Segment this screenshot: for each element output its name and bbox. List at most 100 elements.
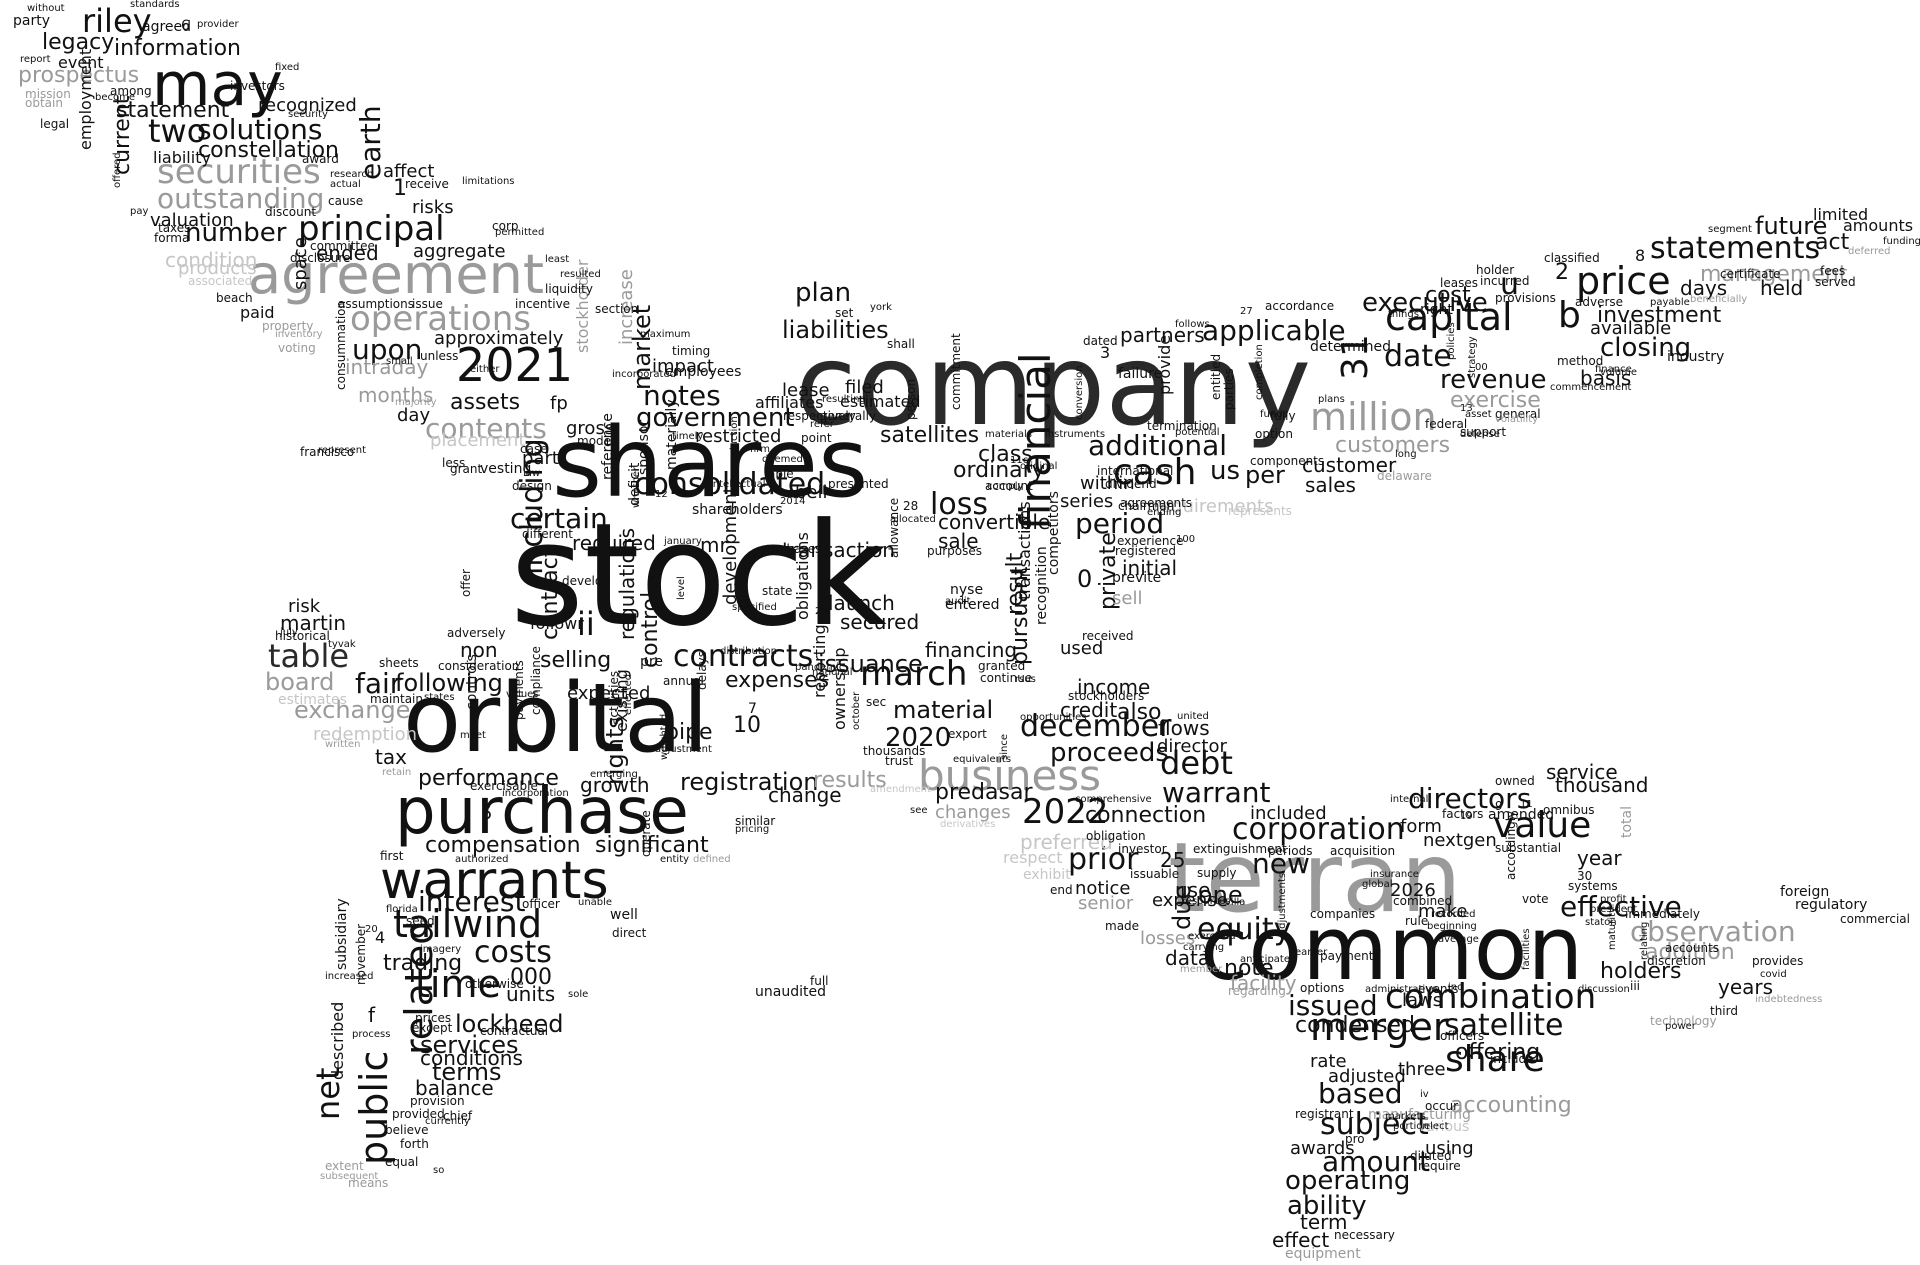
- word-instruments: instruments: [1045, 429, 1106, 440]
- word-legacy: legacy: [42, 30, 115, 55]
- word-u: u: [1500, 267, 1520, 302]
- word-iii: iii: [1630, 979, 1641, 993]
- word-represent: represent: [318, 445, 367, 456]
- word-purposes: purposes: [927, 544, 983, 558]
- word-develop: develop: [562, 574, 610, 588]
- word-legal: legal: [40, 117, 70, 131]
- word-intraday: intraday: [345, 355, 429, 379]
- word-condensed: condensed: [1295, 1013, 1415, 1038]
- word-without: without: [27, 3, 65, 14]
- word-case: case: [520, 442, 548, 456]
- word-beginning: beginning: [1427, 921, 1477, 932]
- word-redemption: redemption: [313, 724, 418, 745]
- word-make: make: [1418, 901, 1468, 922]
- word-cost: cost: [1425, 283, 1471, 308]
- word-risk: risk: [288, 596, 321, 617]
- word-effect: effect: [1272, 1228, 1330, 1252]
- word-ending: ending: [1147, 507, 1182, 518]
- word-earlier: earlier: [1295, 947, 1328, 958]
- word-additional: additional: [1088, 429, 1228, 462]
- word-comprehensive: comprehensive: [1075, 794, 1152, 805]
- word-7: 7: [748, 701, 757, 717]
- word-granted: granted: [978, 659, 1026, 673]
- word-capital: capital: [1385, 295, 1513, 339]
- word-volume: volume: [1600, 367, 1638, 378]
- word-ability: ability: [1287, 1191, 1367, 1221]
- word-cash: cash: [1113, 452, 1197, 493]
- word-determined: determined: [1310, 339, 1392, 355]
- word-different: different: [522, 527, 573, 541]
- word-convertible: convertible: [938, 510, 1051, 534]
- word-imagery: imagery: [420, 944, 462, 955]
- word-research: research: [330, 169, 374, 180]
- word-resources: resources: [1182, 896, 1231, 907]
- word-orbital: orbital: [403, 664, 709, 774]
- word-allocated: allocated: [890, 514, 936, 525]
- word-combination: combination: [1385, 977, 1597, 1017]
- word-issued: issued: [1288, 989, 1378, 1022]
- word-warrants: warrants: [380, 851, 609, 911]
- word-entity: entity: [660, 854, 690, 865]
- word-consideration: consideration: [438, 659, 520, 673]
- word-also: also: [1117, 700, 1162, 725]
- word-rate: rate: [1310, 1051, 1347, 1072]
- word-management: management: [1700, 262, 1848, 287]
- word-valuation: valuation: [150, 210, 234, 231]
- word-immediately: immediately: [1625, 907, 1700, 921]
- word-condition: condition: [165, 248, 258, 272]
- word-adjusted: adjusted: [1328, 1066, 1406, 1087]
- word-believe: believe: [385, 1123, 429, 1137]
- word-york: york: [870, 302, 892, 313]
- word-represents: represents: [1228, 504, 1292, 518]
- word-markets: markets: [1385, 1111, 1426, 1122]
- word-statements: statements: [1650, 231, 1821, 266]
- word-unaudited: unaudited: [755, 984, 826, 1000]
- word-senior: senior: [1078, 893, 1134, 914]
- word-day: day: [397, 405, 431, 426]
- word-previte: previte: [1112, 570, 1162, 586]
- word-finance: finance: [1595, 364, 1632, 375]
- word-table: table: [268, 637, 350, 675]
- word-accounting: accounting: [1450, 1093, 1572, 1118]
- word-regarding: regarding: [1228, 984, 1286, 998]
- word-voting: voting: [278, 341, 316, 355]
- word-delays: delays: [695, 650, 709, 690]
- word-loss: loss: [930, 487, 988, 522]
- word-performance: performance: [418, 766, 559, 791]
- word-liability: liability: [153, 148, 211, 167]
- word-made: made: [1105, 919, 1140, 933]
- word-income: income: [1077, 675, 1151, 699]
- word-third: third: [1710, 1004, 1738, 1018]
- word-experience: experience: [1117, 534, 1184, 548]
- word-b: b: [1558, 295, 1581, 336]
- word-option: option: [1255, 427, 1293, 441]
- word-holder: holder: [1476, 263, 1515, 277]
- word-right: right: [1420, 302, 1453, 318]
- word-account: account: [985, 479, 1033, 493]
- word-maximum: maximum: [640, 329, 691, 340]
- word-beach: beach: [216, 291, 253, 305]
- word-events: events: [1418, 982, 1459, 996]
- word-united: united: [1177, 711, 1209, 722]
- word-sales: sales: [1305, 473, 1356, 497]
- word-florida: florida: [386, 904, 418, 915]
- word-partners: partners: [1120, 323, 1205, 347]
- word-distribution: distribution: [720, 646, 777, 657]
- word-units: units: [506, 982, 556, 1006]
- word-since: since: [999, 734, 1010, 760]
- word-00: 00: [1475, 362, 1488, 373]
- word-company: company: [795, 321, 1312, 451]
- word-portion: portion: [1393, 1121, 1429, 1132]
- word-costs: costs: [474, 935, 552, 970]
- word-products: products: [178, 258, 257, 279]
- word-set: set: [835, 306, 854, 320]
- word-discount: discount: [265, 205, 317, 219]
- word-authorized: authorized: [455, 854, 509, 865]
- word-similar: similar: [735, 814, 776, 828]
- word-provides: provides: [1752, 954, 1804, 968]
- word-expense: expense: [1152, 890, 1228, 911]
- word-so: so: [433, 1165, 445, 1176]
- word-except: except: [412, 1021, 453, 1035]
- word-offered: offered: [112, 152, 123, 188]
- word-follows: follows: [1175, 319, 1210, 330]
